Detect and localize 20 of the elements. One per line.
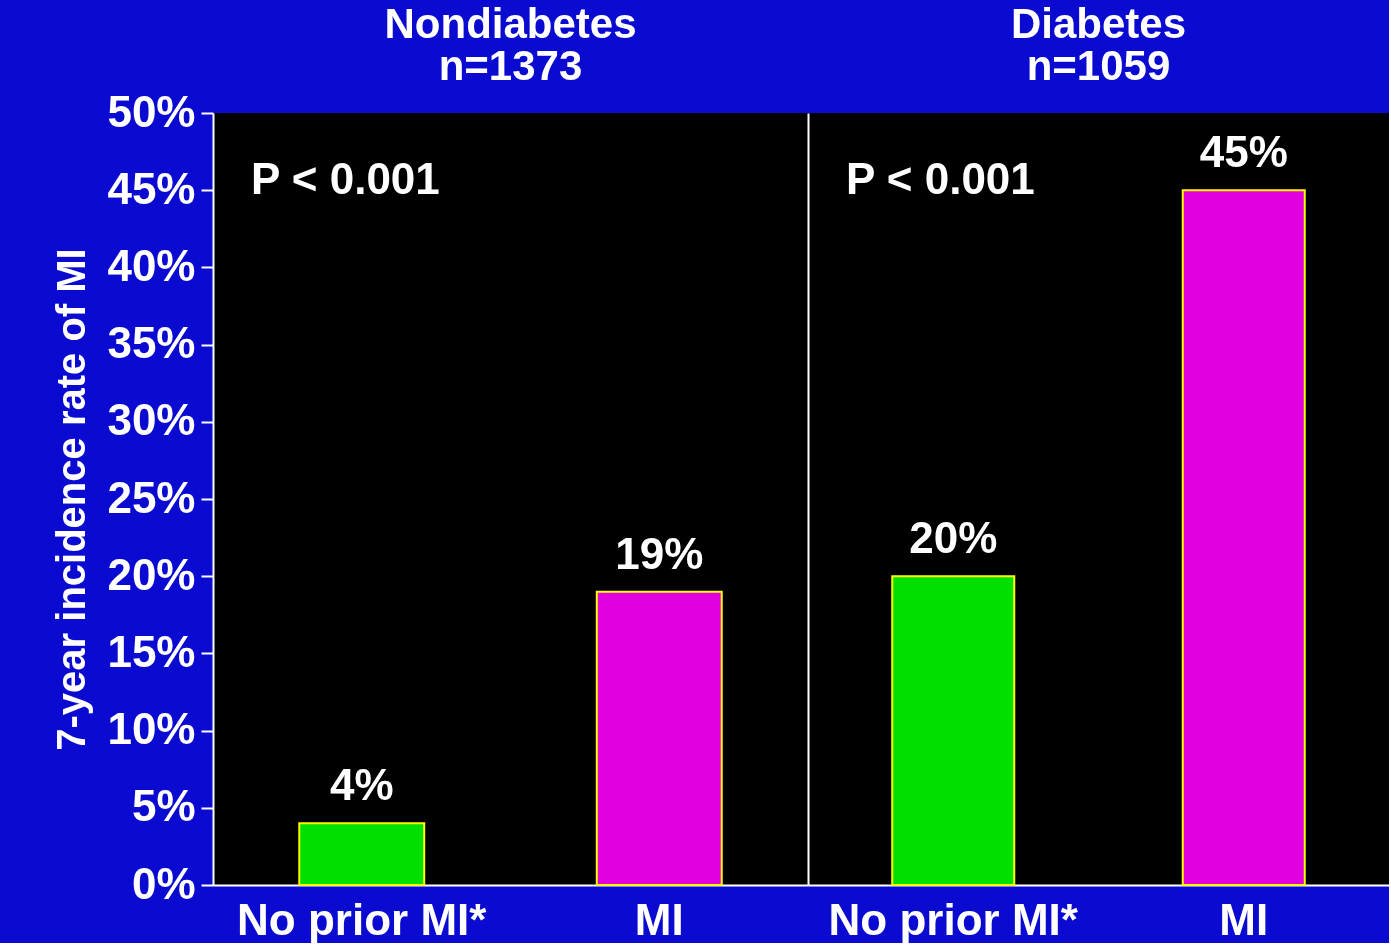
y-tick-label: 15% <box>107 626 196 676</box>
data-label: 19% <box>615 528 704 578</box>
y-tick-label: 20% <box>107 549 196 599</box>
y-tick-label: 35% <box>107 318 196 368</box>
y-axis-title: 7-year incidence rate of MI <box>49 248 94 751</box>
data-label: 45% <box>1199 127 1288 177</box>
x-tick-label: MI <box>1219 894 1269 944</box>
annotation: P < 0.001 <box>846 154 1035 203</box>
y-tick-label: 30% <box>107 395 196 445</box>
y-tick-label: 50% <box>107 86 196 136</box>
annotation: P < 0.001 <box>251 154 440 203</box>
data-label: 4% <box>329 760 394 810</box>
data-label: 20% <box>909 513 998 563</box>
y-tick-label: 40% <box>107 240 196 290</box>
y-tick-label: 0% <box>131 858 196 908</box>
y-tick-label: 10% <box>107 704 196 754</box>
y-tick-label: 25% <box>107 472 196 522</box>
y-tick-label: 45% <box>107 163 196 213</box>
y-tick-label: 5% <box>131 781 196 831</box>
x-tick-label: MI <box>634 894 684 944</box>
